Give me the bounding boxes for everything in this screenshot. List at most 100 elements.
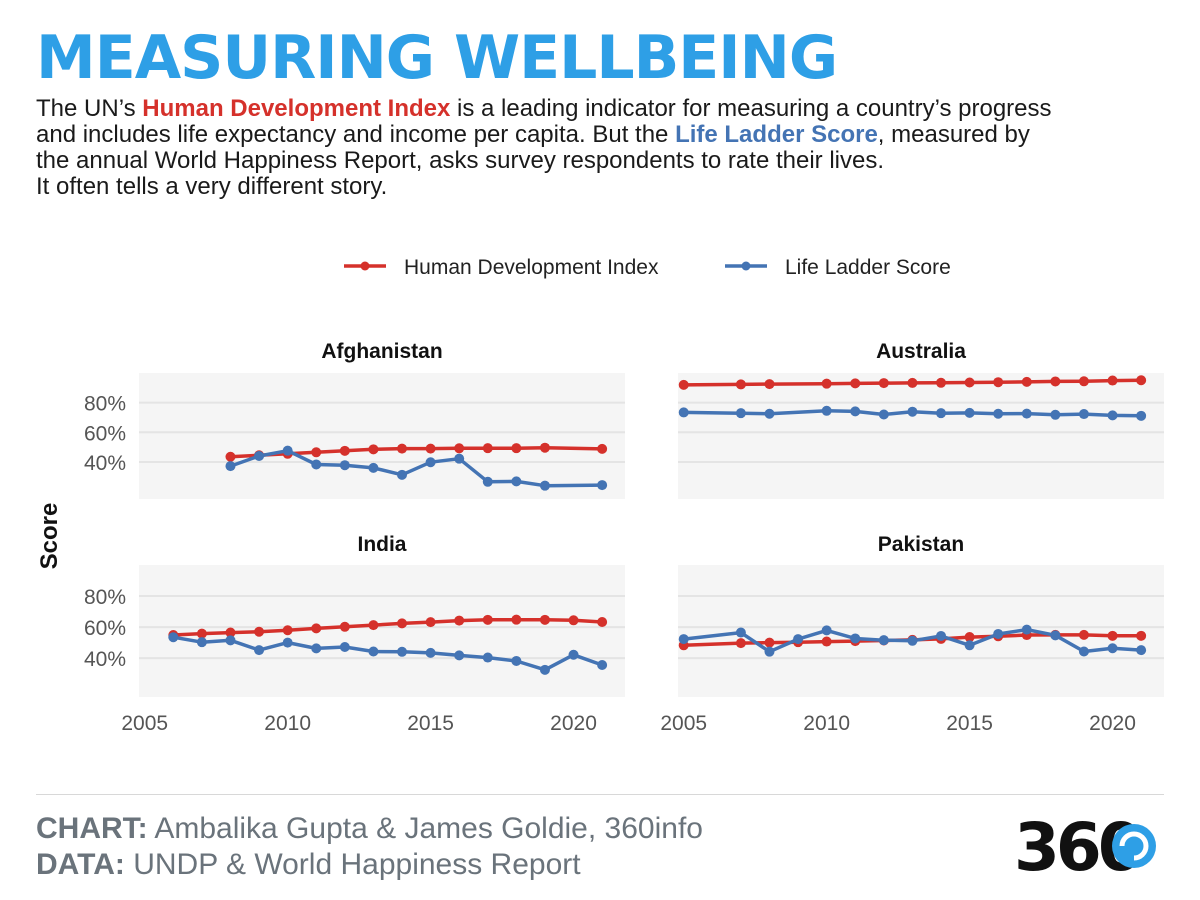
panel-india: 40% 60% 80% India 2005 2010 2015 2020 xyxy=(84,533,625,730)
360info-logo: 360 xyxy=(1014,809,1156,878)
data-point-hdi xyxy=(597,443,608,454)
data-point-lls xyxy=(397,646,408,657)
subtitle-text: , measured by xyxy=(877,121,1030,148)
data-point-lls xyxy=(678,407,689,418)
panel-title: India xyxy=(357,533,406,556)
data-point-lls xyxy=(282,445,293,456)
panel-background xyxy=(139,373,625,499)
panel-title: Pakistan xyxy=(878,533,964,556)
data-point-lls xyxy=(425,647,436,658)
data-point-hdi xyxy=(511,443,522,454)
data-point-hdi xyxy=(311,623,322,634)
subtitle-lls-highlight: Life Ladder Score xyxy=(675,121,878,148)
x-tick-label: 2020 xyxy=(550,712,597,730)
data-point-hdi xyxy=(1021,376,1032,387)
logo-refresh-icon xyxy=(1119,831,1149,861)
data-point-lls xyxy=(735,408,746,419)
data-point-lls xyxy=(764,408,775,419)
data-point-hdi xyxy=(821,378,832,389)
x-tick-label: 2010 xyxy=(803,712,850,730)
data-point-hdi xyxy=(225,451,236,462)
legend-label-0: Human Development Index xyxy=(404,256,659,279)
x-tick-label: 2015 xyxy=(407,712,454,730)
data-point-hdi xyxy=(850,378,861,389)
series-line-lls xyxy=(172,635,603,672)
data-point-lls xyxy=(793,634,804,645)
data-point-lls xyxy=(311,459,322,470)
data-credit-value: UNDP & World Happiness Report xyxy=(124,848,581,881)
panel-background xyxy=(678,373,1164,499)
data-point-hdi xyxy=(735,638,746,649)
subtitle-line-2: and includes life expectancy and income … xyxy=(36,122,1196,148)
data-point-lls xyxy=(1107,643,1118,654)
data-point-lls xyxy=(1078,646,1089,657)
data-point-lls xyxy=(1021,408,1032,419)
data-point-lls xyxy=(1050,409,1061,420)
data-point-lls xyxy=(425,457,436,468)
data-point-hdi xyxy=(539,614,550,625)
data-point-lls xyxy=(482,652,493,663)
y-tick-label: 40% xyxy=(84,648,126,671)
subtitle-line-3: the annual World Happiness Report, asks … xyxy=(36,147,884,174)
subtitle-text: and includes life expectancy and income … xyxy=(36,121,676,148)
data-point-hdi xyxy=(936,377,947,388)
y-tick-label: 60% xyxy=(84,422,126,445)
data-point-hdi xyxy=(907,377,918,388)
data-point-hdi xyxy=(254,626,265,637)
data-point-hdi xyxy=(1136,630,1147,641)
y-tick-label: 80% xyxy=(84,393,126,416)
panel-title: Australia xyxy=(876,340,966,363)
data-point-hdi xyxy=(678,379,689,390)
subtitle-line-1: The UN’s Human Development Index is a le… xyxy=(36,96,1196,122)
data-point-lls xyxy=(1021,624,1032,635)
data-point-hdi xyxy=(368,444,379,455)
data-point-lls xyxy=(339,460,350,471)
data-point-lls xyxy=(764,646,775,657)
data-point-lls xyxy=(1050,630,1061,641)
data-point-hdi xyxy=(282,625,293,636)
data-point-lls xyxy=(936,408,947,419)
x-tick-label: 2015 xyxy=(946,712,993,730)
data-point-hdi xyxy=(993,377,1004,388)
data-point-lls xyxy=(397,469,408,480)
data-point-lls xyxy=(1107,410,1118,421)
data-point-lls xyxy=(482,476,493,487)
data-point-hdi xyxy=(482,614,493,625)
legend-marker-0 xyxy=(360,261,370,271)
subtitle: The UN’s Human Development Index is a le… xyxy=(36,96,1196,200)
x-tick-label: 2010 xyxy=(264,712,311,730)
data-point-lls xyxy=(850,406,861,417)
legend: Human Development Index Life Ladder Score xyxy=(344,256,951,279)
data-point-hdi xyxy=(511,614,522,625)
chart-credit-label: CHART: xyxy=(36,812,148,845)
data-point-hdi xyxy=(539,442,550,453)
data-point-lls xyxy=(568,649,579,660)
data-point-lls xyxy=(1078,409,1089,420)
data-point-lls xyxy=(254,451,265,462)
data-point-lls xyxy=(368,462,379,473)
footer-divider xyxy=(36,794,1164,795)
data-point-hdi xyxy=(425,443,436,454)
legend-marker-1 xyxy=(741,261,751,271)
data-credit-label: DATA: xyxy=(36,848,125,881)
data-point-hdi xyxy=(1107,630,1118,641)
x-tick-label: 2020 xyxy=(1089,712,1136,730)
data-point-lls xyxy=(597,480,608,491)
data-point-lls xyxy=(993,628,1004,639)
data-point-lls xyxy=(1136,410,1147,421)
data-point-lls xyxy=(907,635,918,646)
data-point-hdi xyxy=(425,617,436,628)
data-point-lls xyxy=(993,408,1004,419)
data-point-lls xyxy=(850,633,861,644)
data-point-lls xyxy=(936,630,947,641)
data-point-hdi xyxy=(196,628,207,639)
data-credit: DATA: UNDP & World Happiness Report xyxy=(36,848,581,882)
small-multiples-chart: Human Development Index Life Ladder Score… xyxy=(36,256,1164,730)
panel-afghanistan: 40% 60% 80% Afghanistan xyxy=(84,340,625,499)
data-point-hdi xyxy=(339,445,350,456)
subtitle-text: is a leading indicator for measuring a c… xyxy=(450,95,1052,122)
panel-title: Afghanistan xyxy=(321,340,442,363)
data-point-hdi xyxy=(482,443,493,454)
data-point-lls xyxy=(1136,645,1147,656)
data-point-hdi xyxy=(368,620,379,631)
